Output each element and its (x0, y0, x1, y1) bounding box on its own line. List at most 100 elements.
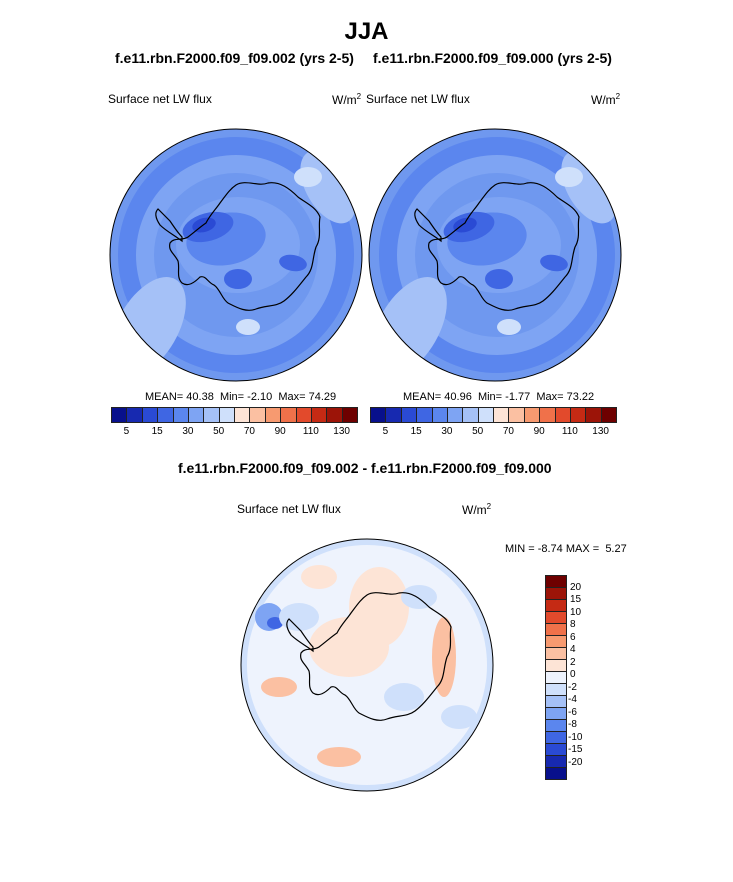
panel-3-field-patch (317, 747, 361, 767)
colorbar-swatch (417, 408, 433, 422)
panel-3-variable: Surface net LW flux (237, 502, 341, 516)
panel-3-field-patch (279, 603, 319, 631)
colorbar-tick-label: 10 (570, 606, 582, 618)
panel-3-field-patch (261, 677, 297, 697)
colorbar-swatch (127, 408, 143, 422)
panel-3-field-patch (309, 617, 389, 677)
panel-1-min: -2.10 (247, 391, 273, 403)
colorbar-swatch (463, 408, 479, 422)
panel-3-min: -8.74 (537, 543, 563, 555)
panel-3-field-patch (441, 705, 477, 729)
colorbar-swatch (188, 408, 205, 422)
panel-2-peninsula-coastline (414, 208, 442, 243)
panel-1-case-title: f.e11.rbn.F2000.f09_f09.002 (yrs 2-5) (115, 50, 354, 66)
colorbar-swatch (494, 408, 510, 422)
colorbar-tick-label: 15 (410, 426, 422, 437)
colorbar-tick-label: -8 (568, 719, 577, 730)
colorbar-swatch (204, 408, 220, 422)
panel-1-colorbar (111, 407, 358, 423)
panel-3-max: 5.27 (605, 543, 627, 555)
colorbar-swatch (546, 636, 566, 648)
panel-1-variable: Surface net LW flux (108, 92, 212, 106)
panel-3-field-patch (301, 565, 337, 589)
colorbar-swatch (546, 660, 566, 672)
colorbar-swatch (265, 408, 282, 422)
colorbar-tick-label: 5 (382, 426, 389, 437)
panel-1-map-border (109, 128, 363, 382)
colorbar-swatch (546, 684, 566, 696)
colorbar-swatch (546, 720, 566, 732)
panel-2-field-patch (453, 217, 477, 233)
panel-3-field-patch (401, 585, 437, 609)
colorbar-swatch (509, 408, 525, 422)
colorbar-swatch (219, 408, 235, 422)
panel-2-max: 73.22 (566, 391, 595, 403)
colorbar-tick-label: 130 (592, 426, 609, 437)
colorbar-tick-label: 8 (570, 619, 576, 630)
panel-2-field-patch (485, 269, 513, 289)
panel-1-stats: MEAN= 40.38 Min= -2.10 Max= 74.29 (145, 391, 337, 403)
panel-1-field-patch (224, 269, 252, 289)
colorbar-swatch (447, 408, 464, 422)
panel-2-stats: MEAN= 40.96 Min= -1.77 Max= 73.22 (403, 391, 595, 403)
colorbar-tick-label: 30 (182, 426, 194, 437)
colorbar-swatch (546, 576, 566, 588)
panel-2-colorbar (370, 407, 617, 423)
colorbar-tick-label: 50 (213, 426, 225, 437)
panel-3-units: W/m2 (462, 502, 492, 517)
panel-3-antarctic-coastline (300, 592, 452, 721)
colorbar-swatch (546, 672, 566, 684)
colorbar-swatch (250, 408, 266, 422)
panel-2-field-patch (497, 319, 521, 335)
panel-3-peninsula-coastline (286, 618, 314, 653)
main-title: JJA (344, 18, 389, 45)
panel-2-mean: 40.96 (444, 391, 472, 403)
colorbar-swatch (546, 624, 566, 636)
colorbar-swatch (401, 408, 418, 422)
colorbar-tick-label: 50 (472, 426, 484, 437)
colorbar-tick-label: 130 (333, 426, 350, 437)
panel-2-colorbar-ticks: 5 15 30 50 70 90 110 130 (370, 426, 616, 438)
colorbar-tick-label: -6 (568, 706, 577, 718)
colorbar-swatch (546, 768, 566, 780)
colorbar-swatch (478, 408, 494, 422)
colorbar-tick-label: 6 (570, 631, 576, 643)
colorbar-swatch (386, 408, 402, 422)
panel-3-field-patch (267, 617, 283, 629)
panel-1-units: W/m2 (332, 92, 362, 107)
colorbar-tick-label: -4 (568, 694, 577, 705)
panel-1-field-patch (294, 167, 322, 187)
colorbar-swatch (546, 612, 566, 624)
panel-2-variable: Surface net LW flux (366, 92, 470, 106)
panel-2-field-patch (555, 167, 583, 187)
colorbar-swatch (112, 408, 128, 422)
colorbar-tick-label: 110 (561, 426, 578, 437)
colorbar-tick-label: 90 (274, 426, 286, 437)
panel-2-map (368, 128, 622, 382)
colorbar-tick-label: 15 (151, 426, 163, 437)
colorbar-swatch (546, 732, 566, 744)
colorbar-tick-label: -15 (568, 744, 583, 755)
panel-2-min: -1.77 (505, 391, 531, 403)
colorbar-swatch (173, 408, 189, 422)
colorbar-swatch (601, 408, 617, 422)
panel-3-colorbar-ticks: 20 15 10 8 6 4 2 0 -2 -4 -6 -8 -10 -15 -20 (568, 575, 610, 785)
panel-1-colorbar-ticks: 5 15 30 50 70 90 110 130 (111, 426, 357, 438)
colorbar-swatch (342, 408, 358, 422)
panel-1-field-patch (236, 319, 260, 335)
panel-2-antarctic-coastline (428, 182, 580, 311)
colorbar-swatch (540, 408, 556, 422)
panel-1-peninsula-coastline (155, 208, 183, 243)
panel-1-antarctic-coastline (169, 182, 321, 311)
colorbar-swatch (311, 408, 328, 422)
panel-3-colorbar (545, 575, 567, 780)
panel-2-units: W/m2 (591, 92, 621, 107)
colorbar-tick-label: 70 (502, 426, 514, 437)
panel-3-field-patch (432, 617, 456, 697)
colorbar-swatch (546, 744, 566, 756)
panel-3-stats: MIN = -8.74 MAX = 5.27 (505, 543, 627, 555)
colorbar-tick-label: 110 (302, 426, 319, 437)
colorbar-swatch (296, 408, 312, 422)
panel-3-map-border (240, 538, 494, 792)
colorbar-tick-label: 15 (570, 594, 582, 605)
